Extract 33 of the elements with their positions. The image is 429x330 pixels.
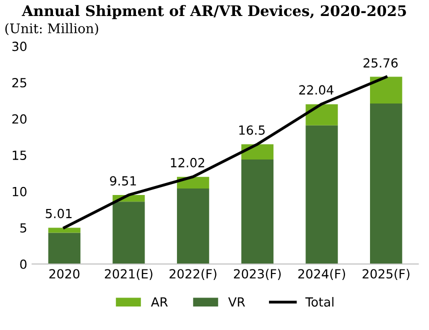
bar: [48, 228, 80, 233]
bar: [48, 232, 80, 264]
data-label: 12.02: [170, 158, 204, 168]
y-tick-label: 20: [12, 114, 26, 124]
x-tick-label: 2025(F): [362, 268, 410, 280]
bar: [112, 202, 145, 264]
y-tick-label: 30: [12, 42, 26, 52]
legend-label: VR: [228, 297, 246, 307]
y-tick-label: 10: [12, 186, 26, 196]
x-tick-label: 2020: [49, 269, 80, 279]
legend-label: AR: [150, 297, 168, 307]
y-axis-title: (Unit: Million): [5, 23, 98, 36]
bar: [306, 104, 338, 126]
bar: [241, 159, 274, 264]
data-label: 22.04: [299, 85, 334, 95]
x-tick-label: 2022(F): [170, 268, 216, 280]
data-label: 5.01: [46, 208, 72, 218]
bar: [176, 188, 210, 264]
data-label: 16.5: [239, 125, 265, 135]
bar: [370, 104, 402, 264]
x-tick-label: 2021(E): [104, 268, 152, 280]
y-tick-label: 0: [20, 259, 26, 269]
legend-label: Total: [305, 297, 334, 307]
data-label: 9.51: [110, 176, 136, 186]
x-tick-label: 2024(F): [298, 268, 346, 280]
y-tick-label: 5: [20, 223, 26, 233]
y-tick-label: 25: [12, 78, 26, 88]
bar: [306, 125, 338, 264]
chart-title: Annual Shipment of AR/VR Devices, 2020-2025: [22, 4, 406, 20]
x-tick-label: 2023(F): [234, 268, 281, 280]
bar: [370, 76, 402, 104]
data-label: 25.76: [364, 58, 398, 68]
y-tick-label: 15: [12, 150, 26, 160]
